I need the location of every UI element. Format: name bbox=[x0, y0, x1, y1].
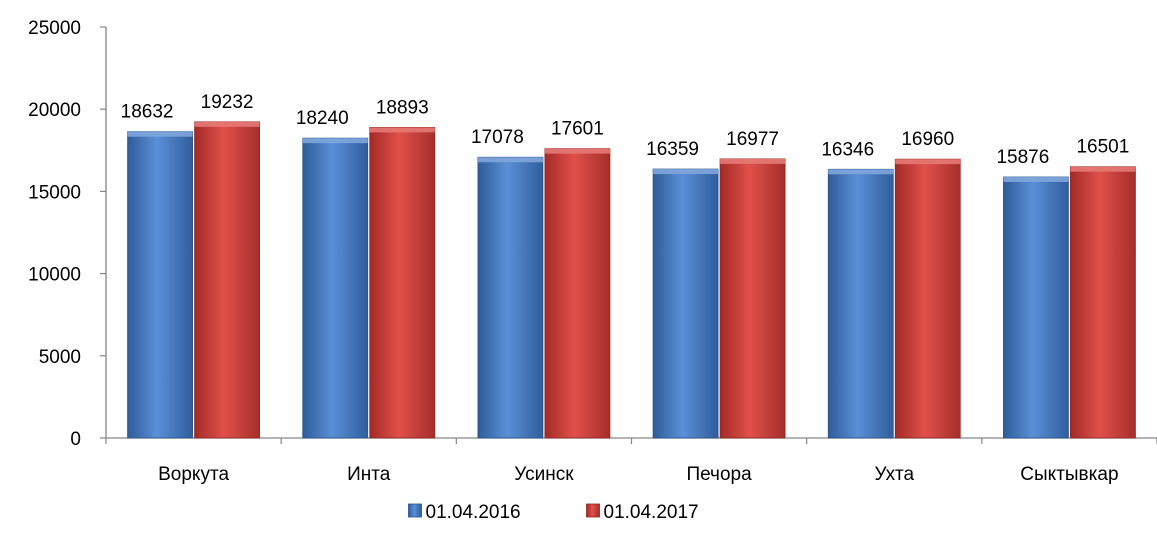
x-category-label: Воркута bbox=[158, 464, 229, 485]
bar-series-2 bbox=[1070, 166, 1136, 439]
data-label: 19232 bbox=[201, 92, 254, 113]
bar-rect bbox=[544, 148, 611, 439]
legend-label: 01.04.2016 bbox=[426, 502, 521, 523]
data-label: 16346 bbox=[821, 139, 874, 160]
bar-rect bbox=[194, 121, 260, 439]
data-label: 17601 bbox=[551, 119, 604, 140]
x-category-label: Инта bbox=[347, 464, 391, 485]
data-label: 18240 bbox=[296, 108, 349, 129]
bar-top-cap bbox=[828, 169, 894, 175]
bar-series-1 bbox=[1003, 176, 1069, 439]
bar-rect bbox=[827, 168, 894, 439]
data-labels: 18632 19232 18240 18893 17078 17601 16359 16977… bbox=[121, 92, 1130, 168]
legend-swatch bbox=[586, 503, 600, 518]
x-category-label: Усинск bbox=[514, 464, 574, 485]
bar-rect bbox=[127, 131, 193, 439]
bar-top-cap bbox=[194, 121, 260, 127]
bar-top-cap bbox=[369, 127, 435, 133]
bar-series-1 bbox=[127, 131, 193, 439]
bar-series-2 bbox=[719, 158, 786, 439]
bars bbox=[127, 121, 1136, 439]
bar-top-cap bbox=[127, 131, 193, 137]
bar-series-2 bbox=[194, 121, 260, 439]
data-label: 17078 bbox=[471, 127, 524, 148]
data-label: 16501 bbox=[1076, 137, 1129, 158]
bar-series-2 bbox=[894, 158, 961, 439]
legend: 01.04.2016 01.04.2017 bbox=[408, 502, 699, 523]
y-tick-label: 0 bbox=[70, 429, 81, 450]
x-category-label: Сыктывкар bbox=[1020, 464, 1118, 485]
data-label: 16977 bbox=[726, 129, 779, 150]
y-tick-label: 25000 bbox=[28, 18, 81, 39]
bar-rect bbox=[477, 156, 544, 439]
legend-item: 01.04.2016 bbox=[408, 502, 521, 523]
bar-rect bbox=[1070, 166, 1136, 439]
legend-swatch bbox=[408, 503, 422, 518]
data-label: 18632 bbox=[121, 102, 174, 123]
bar-top-cap bbox=[302, 138, 368, 144]
bar-top-cap bbox=[477, 157, 543, 163]
x-category-label: Ухта bbox=[874, 464, 914, 485]
y-tick-label: 15000 bbox=[28, 182, 81, 203]
data-label: 15876 bbox=[996, 147, 1049, 168]
bar-top-cap bbox=[653, 169, 719, 175]
x-category-label: Печора bbox=[686, 464, 752, 485]
bar-rect bbox=[652, 168, 719, 439]
bar-rect bbox=[302, 137, 369, 439]
bar-series-2 bbox=[544, 148, 611, 439]
bar-rect bbox=[719, 158, 786, 439]
bar-series-1 bbox=[827, 168, 894, 439]
bar-top-cap bbox=[544, 148, 610, 154]
bar-series-2 bbox=[369, 126, 436, 439]
axes: 0 5000 10000 15000 20000 25000 Воркута Инта Усин… bbox=[28, 18, 1157, 485]
bar-rect bbox=[369, 126, 436, 439]
legend-label: 01.04.2017 bbox=[604, 502, 699, 523]
y-tick-label: 5000 bbox=[39, 347, 81, 368]
bar-top-cap bbox=[895, 159, 961, 165]
bar-top-cap bbox=[1003, 176, 1069, 182]
y-tick-label: 10000 bbox=[28, 265, 81, 286]
bar-series-1 bbox=[652, 168, 719, 439]
bar-rect bbox=[894, 158, 961, 439]
bar-top-cap bbox=[720, 158, 786, 164]
bar-top-cap bbox=[1070, 166, 1136, 172]
y-tick-label: 20000 bbox=[28, 100, 81, 121]
data-label: 16960 bbox=[901, 129, 954, 150]
legend-item: 01.04.2017 bbox=[586, 502, 699, 523]
data-label: 18893 bbox=[376, 97, 429, 118]
bar-rect bbox=[1003, 176, 1069, 439]
data-label: 16359 bbox=[646, 139, 699, 160]
bar-series-1 bbox=[477, 156, 544, 439]
bar-series-1 bbox=[302, 137, 369, 439]
